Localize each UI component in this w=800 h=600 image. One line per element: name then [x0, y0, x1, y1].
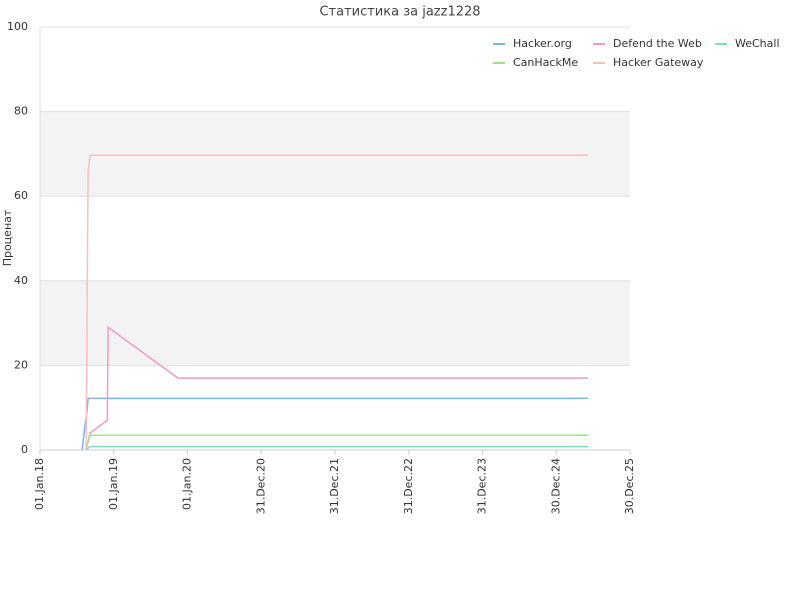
y-tick-label: 0 — [21, 443, 28, 456]
legend-label: WeChall — [735, 37, 780, 50]
x-tick-label: 01.Jan.19 — [107, 458, 120, 510]
x-tick-label: 30.Dec.24 — [549, 458, 562, 514]
y-tick-label: 100 — [7, 20, 28, 33]
plot-band — [40, 280, 630, 366]
legend-label: CanHackMe — [513, 56, 578, 69]
x-tick-label: 01.Jan.20 — [181, 458, 194, 510]
legend-label: Defend the Web — [613, 37, 702, 50]
y-tick-label: 80 — [14, 105, 28, 118]
series-line — [85, 434, 589, 449]
legend-item: WeChall — [715, 37, 780, 50]
x-tick-label: 31.Dec.22 — [402, 458, 415, 514]
plot-band — [40, 111, 630, 197]
legend-label: Hacker Gateway — [613, 56, 704, 69]
y-tick-label: 40 — [14, 274, 28, 287]
x-tick-label: 01.Jan.18 — [33, 458, 46, 510]
legend-item: CanHackMe — [493, 56, 578, 69]
x-tick-label: 31.Dec.21 — [328, 458, 341, 514]
series-line — [85, 325, 589, 451]
series-line — [85, 154, 589, 451]
x-tick-label: 30.Dec.25 — [623, 458, 636, 514]
y-tick-label: 20 — [14, 358, 28, 371]
legend-item: Hacker.org — [493, 37, 572, 50]
y-tick-label: 60 — [14, 189, 28, 202]
chart-title: Статистика за jazz1228 — [319, 5, 480, 20]
y-axis-label: Проценат — [1, 209, 14, 266]
legend-item: Hacker Gateway — [593, 56, 704, 69]
legend-label: Hacker.org — [513, 37, 572, 50]
x-tick-label: 31.Dec.23 — [476, 458, 489, 514]
series-line — [85, 445, 589, 451]
x-tick-label: 31.Dec.20 — [254, 458, 267, 514]
series-line — [81, 397, 589, 451]
legend-item: Defend the Web — [593, 37, 702, 50]
